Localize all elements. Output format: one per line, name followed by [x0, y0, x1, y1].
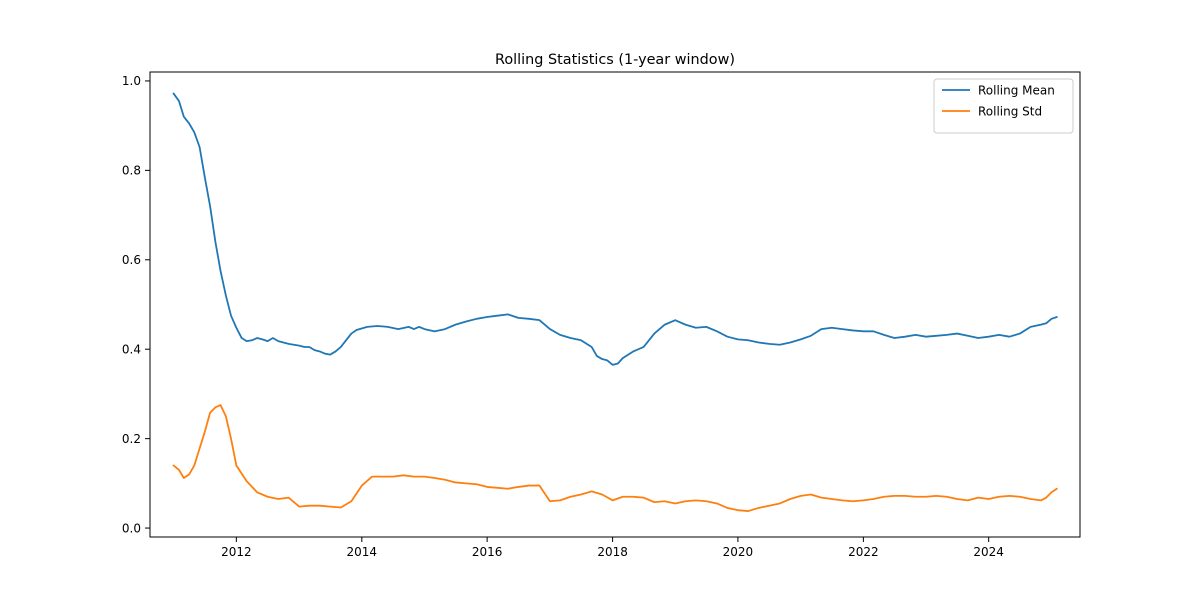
x-tick-label: 2020 [723, 545, 754, 559]
x-tick-label: 2024 [973, 545, 1004, 559]
plot-frame [149, 71, 1081, 538]
y-axis: 0.0 0.2 0.4 0.6 0.8 1.0 [122, 74, 150, 535]
x-tick-label: 2016 [472, 545, 503, 559]
legend: Rolling Mean Rolling Std [933, 78, 1074, 134]
x-tick-label: 2014 [347, 545, 378, 559]
series-layer [172, 92, 1058, 512]
y-tick-label: 0.2 [122, 432, 141, 446]
legend-box [933, 78, 1074, 134]
series-line-rolling-mean [172, 92, 1058, 366]
y-tick-label: 1.0 [122, 74, 141, 88]
chart-title: Rolling Statistics (1-year window) [495, 52, 735, 68]
x-tick-label: 2018 [597, 545, 628, 559]
legend-label: Rolling Mean [978, 83, 1055, 97]
series-line-rolling-std [172, 404, 1058, 512]
y-tick-label: 0.8 [122, 164, 141, 178]
y-tick-label: 0.6 [122, 253, 141, 267]
y-tick-label: 0.0 [122, 521, 141, 535]
x-tick-label: 2022 [848, 545, 879, 559]
x-axis: 2012 2014 2016 2018 2020 2022 2024 [221, 537, 1004, 559]
legend-label: Rolling Std [978, 104, 1042, 118]
y-tick-label: 0.4 [122, 343, 141, 357]
x-tick-label: 2012 [221, 545, 252, 559]
